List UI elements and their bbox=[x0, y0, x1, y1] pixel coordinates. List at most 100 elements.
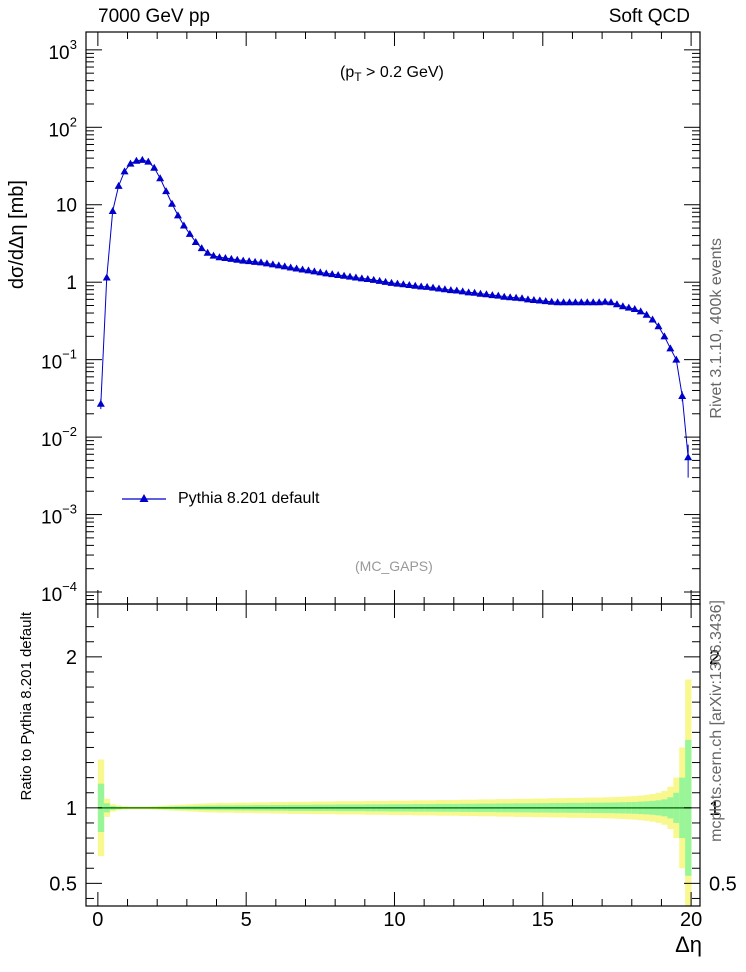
data-point bbox=[262, 259, 271, 267]
data-point bbox=[221, 254, 230, 262]
data-point bbox=[672, 355, 681, 363]
data-point bbox=[470, 288, 479, 296]
y-tick-label-exponent: 3 bbox=[70, 37, 77, 52]
data-point bbox=[245, 257, 254, 265]
data-point bbox=[595, 298, 604, 306]
data-point bbox=[334, 270, 343, 278]
x-tick-label: 0 bbox=[92, 909, 103, 931]
ratio-y-tick-label-right: 0.5 bbox=[709, 873, 737, 895]
data-point bbox=[411, 281, 420, 289]
ratio-y-tick-label: 0.5 bbox=[49, 873, 77, 895]
ratio-y-tick-label-right: 1 bbox=[709, 798, 720, 820]
y-tick-label-exponent: −2 bbox=[62, 424, 77, 439]
data-point bbox=[322, 269, 331, 277]
series-line bbox=[100, 159, 689, 458]
data-point bbox=[251, 257, 260, 265]
data-point bbox=[417, 282, 426, 290]
data-point bbox=[446, 286, 455, 294]
ratio-bands bbox=[97, 679, 692, 906]
y-tick-label: 10 bbox=[48, 43, 69, 64]
y-tick-label-exponent: −3 bbox=[62, 502, 77, 517]
data-point bbox=[209, 251, 218, 259]
y-tick-label-exponent: −4 bbox=[62, 579, 77, 594]
data-point bbox=[506, 293, 515, 301]
data-point bbox=[162, 187, 171, 195]
data-point bbox=[257, 258, 266, 266]
data-point bbox=[434, 284, 443, 292]
legend-marker bbox=[139, 494, 149, 502]
data-point bbox=[642, 310, 651, 318]
data-point bbox=[429, 283, 438, 291]
data-point bbox=[660, 332, 669, 340]
data-point bbox=[571, 298, 580, 306]
data-point bbox=[630, 305, 639, 313]
source-label: mcplots.cern.ch [arXiv:1306.3436] bbox=[708, 600, 725, 842]
header-process: Soft QCD bbox=[608, 6, 690, 27]
data-point bbox=[399, 280, 408, 288]
data-point bbox=[452, 286, 461, 294]
data-point bbox=[583, 298, 592, 306]
data-point bbox=[268, 260, 277, 268]
data-point bbox=[138, 155, 147, 163]
y-tick-label-exponent: 2 bbox=[70, 114, 77, 129]
data-point bbox=[357, 274, 366, 282]
data-point bbox=[168, 199, 177, 207]
x-tick-label: 10 bbox=[383, 909, 405, 931]
x-tick-label: 5 bbox=[241, 909, 252, 931]
data-point bbox=[203, 248, 212, 256]
data-point bbox=[185, 229, 194, 237]
legend-entry-label: Pythia 8.201 default bbox=[178, 490, 320, 507]
data-point bbox=[494, 291, 503, 299]
data-point bbox=[547, 297, 556, 305]
y-tick-label: 10 bbox=[41, 353, 62, 374]
data-point bbox=[488, 291, 497, 299]
legend-symbol bbox=[122, 494, 166, 502]
data-point bbox=[340, 271, 349, 279]
analysis-name: (MC_GAPS) bbox=[355, 558, 433, 574]
rivet-version-label: Rivet 3.1.10, 400k events bbox=[708, 238, 725, 419]
data-point bbox=[512, 293, 521, 301]
data-point bbox=[114, 181, 123, 189]
data-point bbox=[553, 298, 562, 306]
data-point bbox=[120, 167, 129, 175]
data-point bbox=[476, 289, 485, 297]
data-point bbox=[482, 290, 491, 298]
data-point bbox=[636, 307, 645, 315]
data-point bbox=[458, 287, 467, 295]
data-point bbox=[535, 296, 544, 304]
y-tick-label: 10 bbox=[48, 120, 69, 141]
data-point bbox=[440, 285, 449, 293]
ratio-y-tick-label: 1 bbox=[66, 798, 77, 820]
data-point bbox=[678, 391, 687, 399]
data-point bbox=[375, 276, 384, 284]
data-point bbox=[304, 266, 313, 274]
data-point bbox=[607, 298, 616, 306]
y-tick-label: 10 bbox=[56, 196, 77, 217]
data-point bbox=[624, 303, 633, 311]
data-point bbox=[523, 295, 532, 303]
data-point bbox=[233, 255, 242, 263]
data-point bbox=[144, 157, 153, 165]
data-point bbox=[286, 263, 295, 271]
y-tick-label-exponent: −1 bbox=[62, 347, 77, 362]
header-collision-energy: 7000 GeV pp bbox=[98, 6, 210, 27]
data-point bbox=[612, 300, 621, 308]
data-point bbox=[132, 156, 141, 164]
data-point bbox=[541, 297, 550, 305]
data-point bbox=[654, 322, 663, 330]
data-point bbox=[227, 254, 236, 262]
main-panel-frame bbox=[85, 31, 701, 605]
data-point bbox=[565, 298, 574, 306]
x-axis-label: Δη bbox=[675, 932, 702, 957]
data-point bbox=[179, 221, 188, 229]
data-point bbox=[423, 282, 432, 290]
data-point bbox=[464, 288, 473, 296]
data-point bbox=[292, 264, 301, 272]
data-point bbox=[648, 315, 657, 323]
y-tick-label: 1 bbox=[66, 273, 77, 294]
data-point bbox=[666, 344, 675, 352]
data-point bbox=[601, 297, 610, 305]
data-point bbox=[173, 211, 182, 219]
ratio-y-tick-label-right: 2 bbox=[709, 647, 720, 669]
